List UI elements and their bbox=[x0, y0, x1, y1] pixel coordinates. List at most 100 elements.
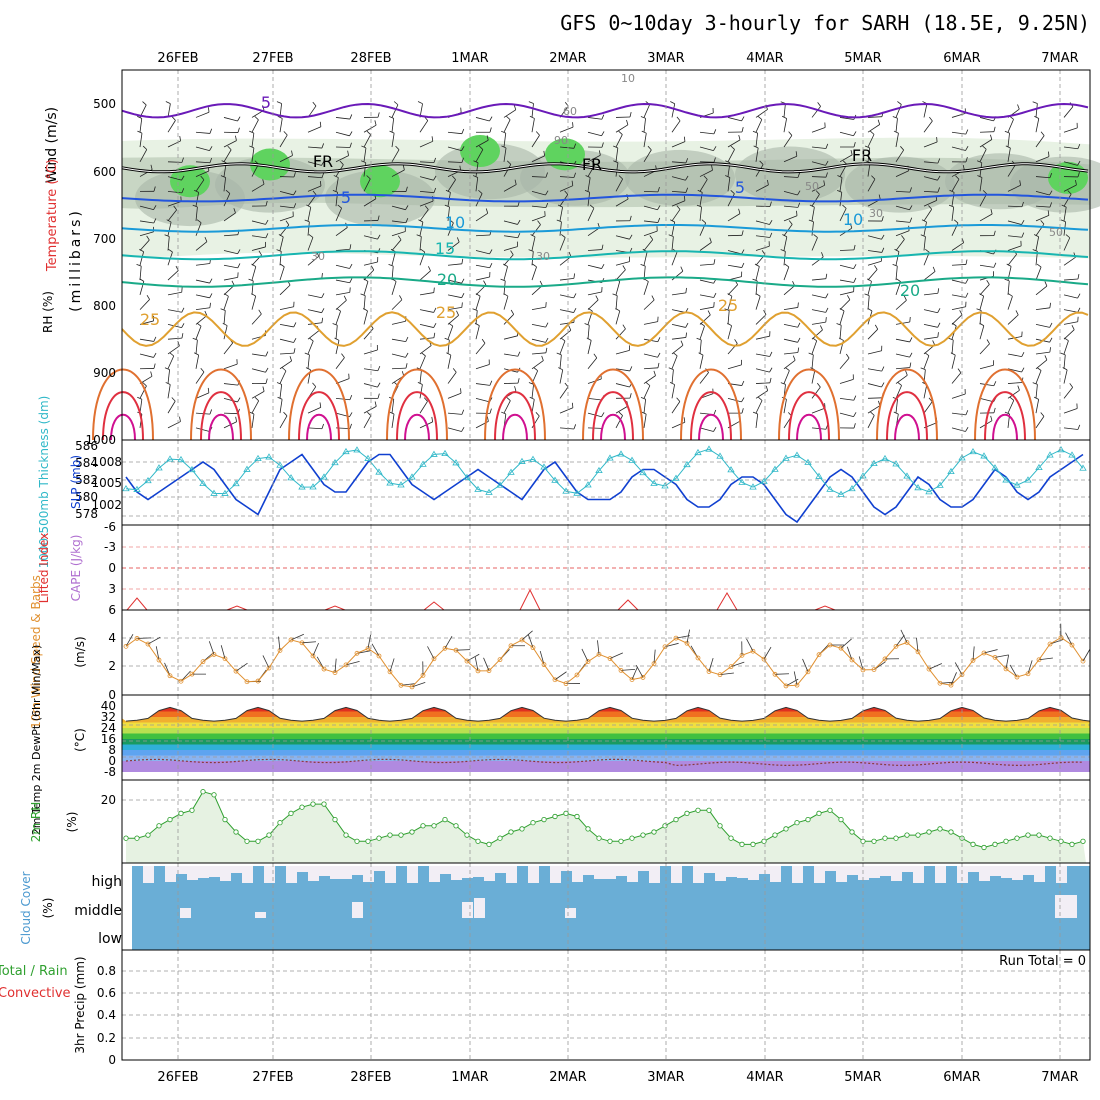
wind-barb bbox=[811, 294, 826, 299]
wind-barb-tick bbox=[950, 352, 956, 356]
wind-barb-tick bbox=[741, 380, 745, 386]
wind-barb-tick bbox=[601, 244, 604, 250]
rh2m-marker-top bbox=[992, 841, 998, 848]
wind-barb-tick bbox=[1034, 115, 1039, 119]
wind-barb bbox=[727, 397, 742, 403]
cloud-high-clear bbox=[902, 866, 913, 872]
wind-barb bbox=[979, 343, 990, 355]
wind-barb bbox=[699, 206, 702, 221]
wind-barb-tick bbox=[951, 322, 957, 327]
rh2m-marker-top bbox=[673, 816, 679, 823]
thickness-marker bbox=[419, 460, 427, 467]
wind-barb-tick bbox=[532, 263, 537, 268]
wind-barb-tick bbox=[306, 204, 311, 208]
wind-barb bbox=[251, 400, 260, 414]
wind-barb-tick bbox=[959, 310, 963, 315]
slp-tick: 1002 bbox=[91, 498, 122, 512]
wind-barb-tick bbox=[433, 157, 436, 163]
wind-barb-tick bbox=[909, 217, 913, 223]
wind-barb bbox=[559, 277, 574, 281]
wind-barb-tick bbox=[209, 302, 211, 308]
wind-barb bbox=[363, 134, 371, 148]
wind-barb bbox=[867, 124, 880, 133]
rh2m-marker-top bbox=[761, 838, 767, 844]
wind-barb bbox=[559, 146, 574, 149]
wind10-ylabels: 10m Wind Speed & Barbs (m/s) bbox=[29, 575, 87, 729]
wind-barb-tick bbox=[921, 219, 927, 223]
wind-barb bbox=[195, 326, 202, 340]
rh2m-marker-top bbox=[1025, 832, 1031, 838]
wind-barb bbox=[839, 249, 855, 251]
wind-barb-tick bbox=[254, 397, 259, 402]
wind-barb-tick bbox=[928, 205, 933, 210]
wind-barb bbox=[1035, 215, 1050, 222]
wind-barb bbox=[1063, 237, 1071, 251]
wind-barb-tick bbox=[700, 322, 705, 327]
wind10-barb bbox=[136, 637, 152, 639]
wind-barb-tick bbox=[478, 189, 483, 194]
temp2m-ylabels: 2m Temp 2m DewPt (6hr Min/Max) (°C) bbox=[30, 645, 87, 835]
wind-barb-tick bbox=[965, 129, 969, 135]
wind-barb-tick bbox=[541, 355, 544, 361]
wind-barb-tick bbox=[965, 259, 968, 265]
wind-barb bbox=[1035, 285, 1048, 296]
wind-barb bbox=[503, 109, 516, 118]
wind-barb-tick bbox=[724, 308, 730, 311]
wind-barb-tick bbox=[535, 131, 540, 136]
wind10-barb bbox=[653, 649, 656, 664]
thickness-marker bbox=[848, 484, 856, 492]
wind-barb bbox=[419, 270, 431, 281]
wind-barb-tick bbox=[558, 367, 563, 371]
rh2m-marker-top bbox=[640, 832, 646, 838]
wind-barb-tick bbox=[510, 309, 515, 315]
contour-30c bbox=[484, 368, 546, 441]
wind-barb-tick bbox=[262, 105, 265, 111]
wind-barb bbox=[587, 357, 598, 370]
wind-barb-tick bbox=[168, 248, 173, 253]
wind-barb bbox=[447, 412, 462, 415]
wind-barb bbox=[195, 427, 210, 432]
wind-barb bbox=[867, 405, 881, 414]
wind-barb bbox=[811, 340, 818, 355]
wind-barb bbox=[335, 299, 347, 310]
wind-barb bbox=[643, 230, 658, 237]
wind-barb-tick bbox=[332, 189, 338, 193]
wind-barb-tick bbox=[920, 367, 926, 370]
wind-barb-tick bbox=[556, 219, 562, 223]
wind-barb-tick bbox=[1049, 302, 1051, 308]
wind-barb-tick bbox=[668, 234, 674, 237]
wind-barb-tick bbox=[587, 308, 593, 312]
thickness-marker bbox=[221, 489, 229, 496]
wind-barb-tick bbox=[853, 412, 857, 417]
wind-barb bbox=[167, 120, 176, 133]
wind-barb bbox=[307, 309, 322, 314]
wind-barb bbox=[223, 310, 226, 325]
cloud-high-clear bbox=[847, 866, 858, 875]
temp-color-band bbox=[122, 717, 1090, 723]
wind-barb bbox=[251, 413, 255, 428]
wind-barb bbox=[475, 177, 479, 192]
wind-barb-tick bbox=[653, 370, 656, 376]
wind-barb-tick bbox=[601, 142, 604, 148]
thickness-marker bbox=[815, 472, 823, 479]
temp-color-band bbox=[122, 701, 1090, 707]
wind-barb-tick bbox=[853, 264, 857, 269]
wind-barb bbox=[615, 349, 630, 355]
cloud-high-clear bbox=[462, 866, 473, 878]
wind-barb-tick bbox=[993, 381, 997, 386]
wind-barb bbox=[195, 179, 205, 192]
wind-barb-tick bbox=[349, 394, 353, 400]
wind-barb bbox=[699, 279, 714, 284]
wind-barb bbox=[167, 309, 182, 313]
wind-barb-tick bbox=[752, 278, 758, 282]
wind-barb-tick bbox=[909, 337, 913, 343]
wind-barb bbox=[615, 198, 629, 207]
wind-barb bbox=[1035, 118, 1040, 133]
wind-barb-tick bbox=[208, 107, 210, 113]
wind-barb-tick bbox=[965, 426, 969, 432]
wind-barb-tick bbox=[618, 411, 623, 416]
wind-barb bbox=[839, 325, 842, 340]
wind-barb-tick bbox=[393, 101, 399, 106]
temp-color-band bbox=[122, 728, 1090, 734]
